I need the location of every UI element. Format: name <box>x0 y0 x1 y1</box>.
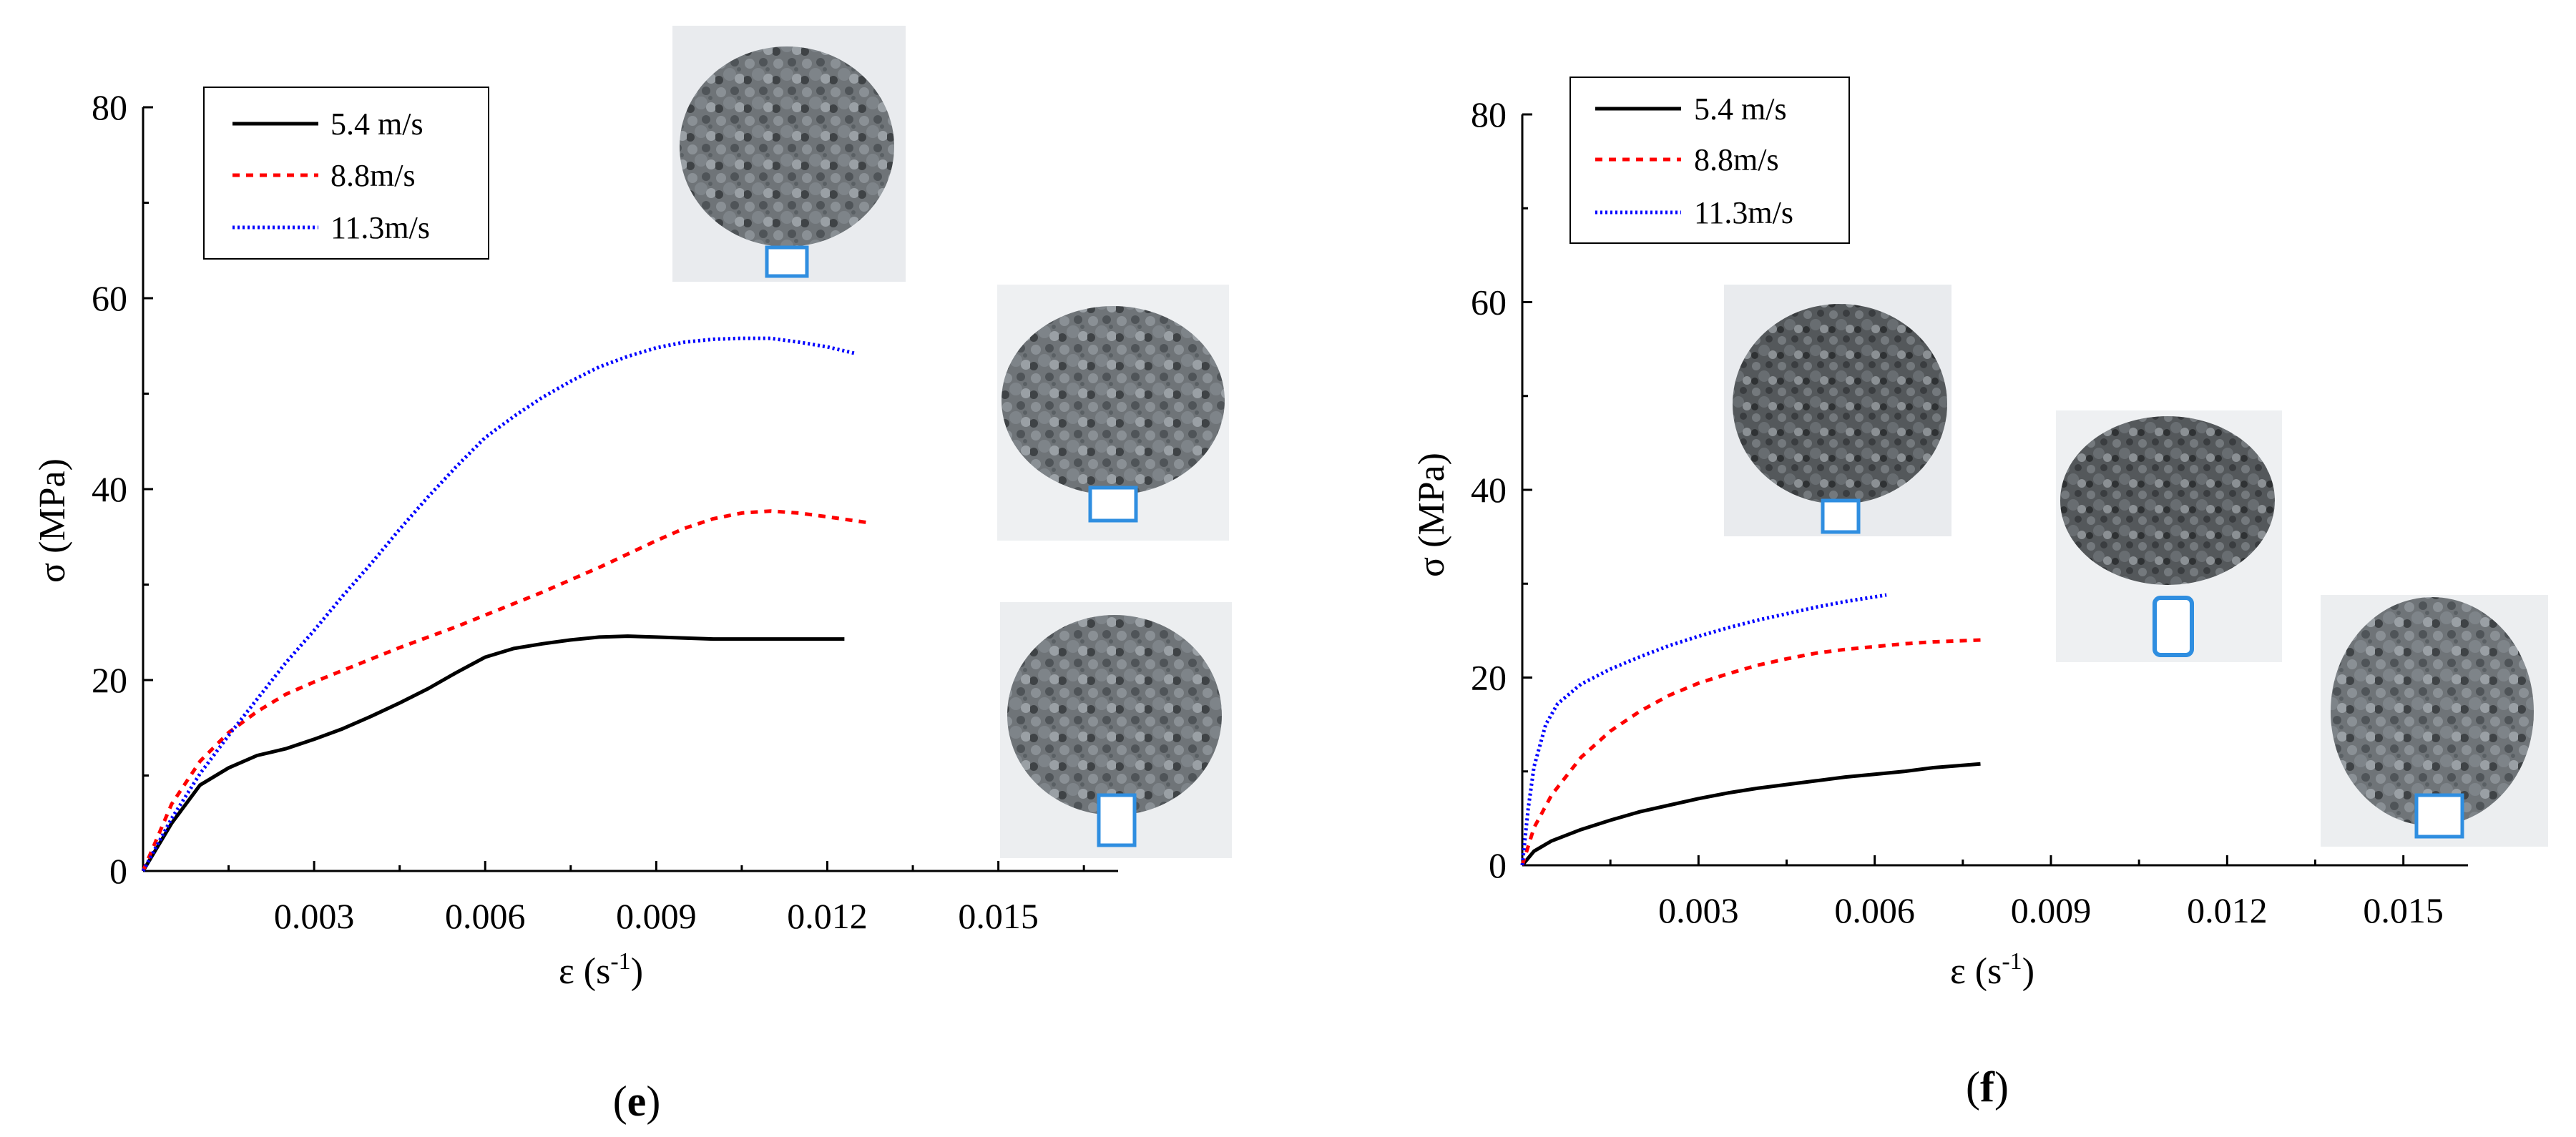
legend-label: 8.8m/s <box>1694 142 1779 177</box>
sample-photo-middle <box>997 285 1229 541</box>
y-axis-title: σ (MPa) <box>32 458 73 583</box>
x-tick-label: 0.003 <box>274 896 355 936</box>
x-ticks <box>227 861 1085 871</box>
x-tick-label: 0.012 <box>787 896 868 936</box>
x-tick-label: 0.003 <box>1658 890 1739 930</box>
x-ticks <box>1609 855 2405 865</box>
y-tick-label: 40 <box>92 469 127 509</box>
x-tick-label: 0.015 <box>958 896 1039 936</box>
series-line-5-4-m-s <box>141 634 845 872</box>
panel-label-f: (f) <box>1966 1063 2009 1111</box>
x-axis-title: ε (s-1) <box>1950 948 2034 992</box>
x-axis-title: ε (s-1) <box>559 948 643 992</box>
sample-photo-bottom <box>1000 602 1232 858</box>
y-tick-label: 60 <box>1471 282 1507 323</box>
chart-panel-e: 0.003 0.006 0.009 0.012 0.015 0 20 40 60 80 5.4 … <box>32 26 1232 1125</box>
y-tick-label: 60 <box>92 278 127 318</box>
legend-label: 5.4 m/s <box>1694 92 1787 127</box>
legend-label: 11.3m/s <box>330 210 430 245</box>
x-tick-labels: 0.003 0.006 0.009 0.012 0.015 <box>1658 890 2444 930</box>
y-tick-label: 80 <box>1471 94 1507 134</box>
series-lines <box>1520 593 1981 867</box>
y-tick-label: 80 <box>92 87 127 127</box>
plot-area: 0.003 0.006 0.009 0.012 0.015 0 20 40 60 80 <box>92 26 1232 936</box>
x-tick-label: 0.015 <box>2363 890 2444 930</box>
legend-label: 11.3m/s <box>1694 195 1793 230</box>
legend: 5.4 m/s 8.8m/s 11.3m/s <box>1569 77 1850 244</box>
x-tick-label: 0.009 <box>616 896 697 936</box>
y-tick-label: 40 <box>1471 470 1507 510</box>
y-tick-label: 0 <box>109 851 127 891</box>
y-ticks <box>1522 113 1532 867</box>
x-tick-label: 0.009 <box>2011 890 2092 930</box>
plot-area: 0.003 0.006 0.009 0.012 0.015 0 20 40 60 80 <box>1471 94 2548 930</box>
sample-photo-middle <box>2056 410 2282 662</box>
legend-label: 5.4 m/s <box>330 107 423 142</box>
y-axis-title: σ (MPa) <box>1411 453 1452 577</box>
series-line-11-3m-s <box>1520 593 1887 866</box>
x-tick-label: 0.006 <box>445 896 526 936</box>
y-tick-label: 20 <box>92 660 127 700</box>
y-tick-labels: 0 20 40 60 80 <box>1471 94 1507 885</box>
sample-photo-bottom <box>2321 595 2548 847</box>
legend: 5.4 m/s 8.8m/s 11.3m/s <box>203 87 489 260</box>
series-line-8-8m-s <box>1520 638 1981 866</box>
x-tick-labels: 0.003 0.006 0.009 0.012 0.015 <box>274 896 1039 936</box>
x-tick-label: 0.012 <box>2187 890 2268 930</box>
y-tick-label: 20 <box>1471 658 1507 698</box>
panel-label-e: (e) <box>613 1078 661 1125</box>
sample-photo-top <box>672 26 906 282</box>
chart-panel-f: 0.003 0.006 0.009 0.012 0.015 0 20 40 60 80 5.4 … <box>1411 77 2548 1111</box>
series-line-11-3m-s <box>141 336 856 872</box>
series-line-8-8m-s <box>141 509 868 872</box>
series-line-5-4-m-s <box>1521 762 1981 867</box>
legend-label: 8.8m/s <box>330 158 416 193</box>
y-tick-label: 0 <box>1489 845 1507 885</box>
x-tick-label: 0.006 <box>1834 890 1915 930</box>
sample-photo-top <box>1724 285 1951 536</box>
y-ticks <box>143 106 153 872</box>
y-tick-labels: 0 20 40 60 80 <box>92 87 127 891</box>
series-lines <box>141 336 868 872</box>
